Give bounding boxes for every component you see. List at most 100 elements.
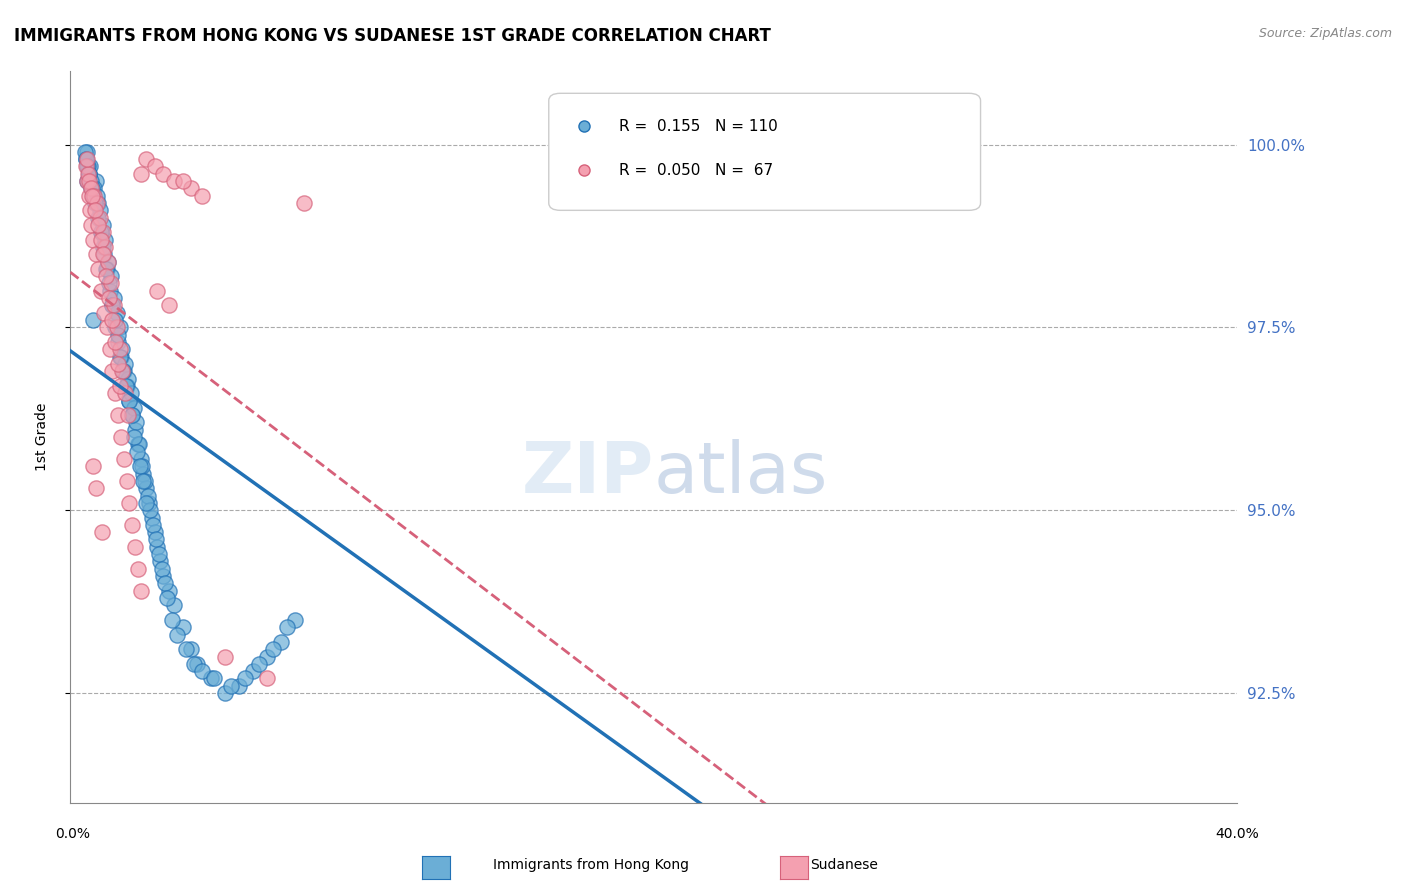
Point — [82, 313, 104, 327]
Text: R =  0.050   N =  67: R = 0.050 N = 67 — [619, 162, 773, 178]
Point — [145, 533, 167, 547]
Point — [132, 474, 155, 488]
Point — [93, 306, 115, 320]
Point — [150, 562, 173, 576]
Y-axis label: 1st Grade: 1st Grade — [35, 403, 49, 471]
Point — [98, 343, 121, 357]
Point — [129, 583, 152, 598]
Point — [79, 160, 101, 174]
Point — [94, 240, 117, 254]
Point — [141, 510, 163, 524]
Point — [84, 174, 107, 188]
Point — [82, 181, 104, 195]
Point — [87, 196, 110, 211]
Point — [114, 357, 136, 371]
Point — [79, 174, 101, 188]
Point — [146, 284, 169, 298]
Point — [87, 261, 110, 276]
Point — [101, 313, 124, 327]
Point — [90, 284, 112, 298]
Point — [262, 642, 284, 657]
Point — [94, 233, 117, 247]
Point — [101, 298, 124, 312]
Point — [79, 174, 101, 188]
Point — [84, 247, 107, 261]
Point — [219, 679, 242, 693]
Point — [117, 408, 139, 422]
Point — [112, 452, 135, 467]
Text: Immigrants from Hong Kong: Immigrants from Hong Kong — [492, 858, 689, 872]
Point — [87, 211, 110, 225]
Point — [75, 145, 97, 159]
Point — [124, 423, 146, 437]
FancyBboxPatch shape — [548, 94, 980, 211]
Point — [136, 489, 159, 503]
Point — [191, 664, 214, 678]
Point — [110, 350, 132, 364]
Point — [90, 233, 112, 247]
Point — [108, 320, 131, 334]
Point — [233, 672, 256, 686]
Point — [77, 167, 100, 181]
Point — [77, 167, 100, 181]
Point — [83, 181, 105, 195]
Point — [110, 350, 132, 364]
Text: atlas: atlas — [654, 439, 828, 508]
Point — [91, 225, 114, 239]
Point — [76, 167, 98, 181]
Point — [115, 379, 138, 393]
Point — [132, 467, 155, 481]
Point — [76, 145, 98, 159]
Point — [163, 174, 186, 188]
Point — [86, 196, 108, 211]
Point — [270, 635, 292, 649]
Point — [76, 160, 98, 174]
Point — [86, 188, 108, 202]
Point — [127, 437, 149, 451]
Point — [96, 269, 118, 284]
Point — [110, 430, 132, 444]
Text: R =  0.155   N = 110: R = 0.155 N = 110 — [619, 119, 778, 134]
Point — [149, 554, 172, 568]
Point — [93, 240, 115, 254]
Point — [124, 540, 146, 554]
Point — [82, 459, 104, 474]
Point — [125, 416, 148, 430]
Point — [200, 672, 222, 686]
Point — [146, 540, 169, 554]
Point — [98, 284, 121, 298]
Point — [134, 474, 156, 488]
Point — [77, 188, 100, 202]
Point — [98, 291, 121, 305]
Point — [105, 306, 128, 320]
Point — [139, 503, 162, 517]
Point — [118, 393, 141, 408]
Point — [129, 459, 152, 474]
Text: Source: ZipAtlas.com: Source: ZipAtlas.com — [1258, 27, 1392, 40]
Point — [118, 496, 141, 510]
Point — [228, 679, 250, 693]
Point — [107, 327, 129, 342]
Point — [152, 569, 174, 583]
Point — [163, 599, 186, 613]
Point — [110, 379, 132, 393]
Point — [83, 188, 105, 202]
Point — [214, 686, 236, 700]
Point — [76, 152, 98, 166]
Point — [143, 160, 166, 174]
Point — [186, 657, 208, 671]
Point — [80, 181, 103, 195]
Point — [104, 386, 127, 401]
Point — [105, 320, 128, 334]
Point — [96, 320, 118, 334]
Point — [117, 371, 139, 385]
Point — [90, 225, 112, 239]
Text: ZIP: ZIP — [522, 439, 654, 508]
Point — [128, 437, 150, 451]
Point — [152, 167, 174, 181]
Point — [114, 386, 136, 401]
Point — [191, 188, 214, 202]
Point — [107, 357, 129, 371]
Point — [115, 379, 138, 393]
Point — [127, 444, 149, 458]
